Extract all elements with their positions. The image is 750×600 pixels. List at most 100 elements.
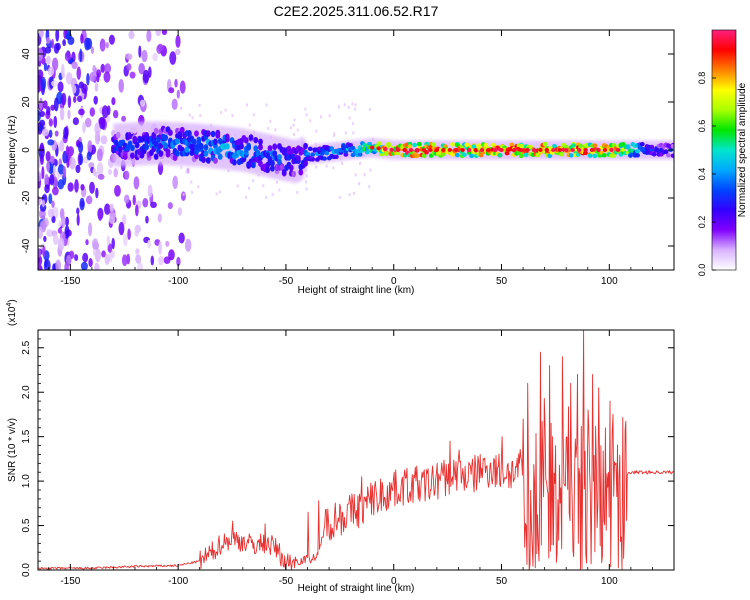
heat-cell (152, 52, 158, 62)
heat-cell (94, 262, 100, 270)
heat-cell (153, 153, 159, 160)
heat-cell (559, 152, 565, 157)
heat-cell (635, 153, 640, 158)
heat-cell (307, 146, 313, 152)
heat-cell (639, 141, 645, 147)
heat-cell (246, 144, 252, 151)
heat-peak (376, 146, 381, 151)
heat-cell (147, 239, 151, 249)
heat-cell (101, 250, 106, 258)
heat-cell (582, 150, 588, 156)
heat-cell (185, 170, 188, 174)
heat-cell (357, 152, 363, 157)
heat-cell (304, 180, 307, 184)
heat-cell (74, 254, 79, 262)
heat-cell (39, 119, 46, 127)
heat-cell (98, 210, 103, 222)
colorbar-ticks: 0.0 0.2 0.4 0.6 0.8 (697, 72, 716, 277)
heat-cell (157, 43, 164, 52)
heat-cell (324, 150, 330, 156)
heat-cell (129, 71, 136, 79)
heat-cell (205, 157, 211, 164)
heat-cell (92, 167, 97, 177)
heat-cell (509, 142, 515, 147)
heat-cell (265, 166, 271, 174)
heat-cell (126, 63, 132, 71)
heatmap-ridge (111, 121, 674, 184)
heat-peak (499, 148, 504, 152)
heat-cell (163, 256, 171, 265)
heat-cell (343, 103, 346, 107)
heat-cell (450, 142, 455, 147)
heat-cell (121, 254, 128, 267)
heat-cell (601, 153, 607, 158)
heat-cell (85, 38, 93, 50)
heat-cell (568, 153, 574, 158)
x-tick-label: 100 (601, 276, 618, 287)
heat-cell (38, 159, 41, 169)
heat-cell (108, 34, 115, 45)
heat-cell (155, 30, 162, 37)
heat-cell (587, 153, 593, 158)
heat-cell (191, 116, 194, 120)
heat-cell (262, 184, 265, 188)
heat-cell (52, 186, 59, 196)
heat-peak (454, 148, 459, 152)
x-tick-label: 100 (601, 576, 618, 587)
heat-cell (38, 226, 43, 239)
heat-cell (158, 255, 164, 266)
heat-cell (305, 187, 308, 191)
heat-cell (322, 156, 327, 161)
x-tick-label: -100 (168, 576, 188, 587)
heat-cell (142, 198, 149, 208)
heat-cell (271, 193, 274, 197)
heat-cell (395, 150, 401, 156)
heat-cell (96, 69, 102, 78)
heat-cell (88, 222, 93, 237)
heat-cell (190, 190, 193, 194)
heat-cell (44, 184, 50, 194)
heat-cell (231, 113, 234, 117)
heat-cell (86, 151, 92, 161)
heat-cell (416, 141, 422, 147)
colorbar-tick-label: 0.0 (697, 264, 707, 277)
heat-cell (55, 42, 61, 51)
heat-cell (67, 95, 72, 109)
heat-cell (320, 115, 323, 119)
heat-cell (167, 202, 173, 210)
heat-cell (48, 118, 53, 127)
heat-cell (304, 107, 307, 111)
heat-cell (210, 130, 216, 138)
heat-cell (39, 142, 45, 154)
heat-peak (557, 148, 562, 152)
heat-cell (82, 252, 89, 263)
heat-cell (130, 144, 135, 152)
heat-cell (118, 145, 123, 153)
heat-cell (218, 190, 221, 194)
heat-cell (412, 142, 418, 148)
heat-cell (201, 156, 206, 163)
heat-cell (79, 197, 85, 211)
colorbar-scale (712, 30, 736, 270)
heat-cell (41, 166, 45, 180)
heat-cell (93, 95, 98, 105)
heat-cell (60, 214, 66, 228)
heat-cell (174, 78, 178, 88)
heat-cell (333, 154, 339, 160)
heat-cell (542, 141, 548, 147)
heat-cell (47, 208, 55, 218)
heat-cell (106, 105, 111, 116)
heat-cell (50, 104, 56, 111)
heat-cell (169, 51, 177, 65)
heat-cell (103, 71, 111, 83)
heat-cell (118, 221, 125, 236)
heat-cell (38, 69, 44, 80)
heat-cell (107, 243, 113, 253)
heat-cell (296, 128, 299, 132)
y-tick-label: -20 (21, 190, 32, 205)
spectrogram-ylabel: Frequency (Hz) (7, 116, 18, 185)
heat-cell (158, 150, 164, 157)
heat-cell (67, 109, 71, 120)
heat-cell (351, 122, 354, 126)
x-tick-label: -100 (168, 276, 188, 287)
